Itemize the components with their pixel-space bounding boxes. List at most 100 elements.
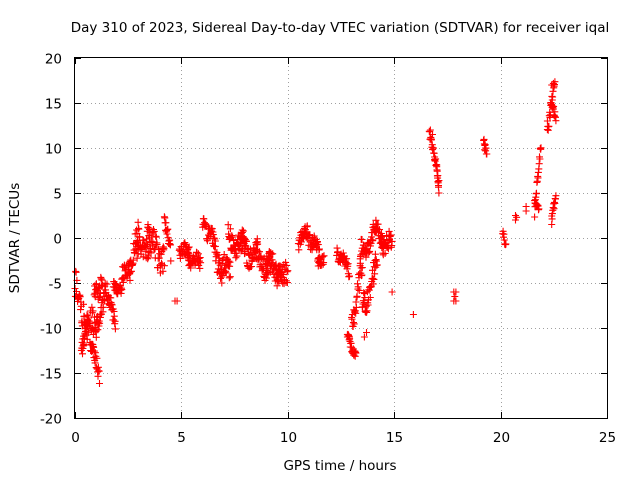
data-point (531, 213, 539, 221)
data-point (352, 303, 360, 311)
data-point (283, 268, 291, 276)
data-point (222, 267, 230, 275)
y-tick-label: 5 (53, 187, 62, 203)
data-point (222, 269, 230, 277)
grid (75, 58, 607, 418)
data-point (103, 280, 111, 288)
data-point (242, 237, 250, 245)
data-point (160, 244, 168, 252)
data-point (384, 245, 392, 253)
data-point (129, 256, 137, 264)
data-point (314, 241, 322, 248)
x-tick-label: 0 (71, 430, 80, 446)
data-point (320, 252, 328, 260)
data-point (353, 292, 361, 300)
data-point (279, 271, 287, 279)
data-point (111, 317, 119, 325)
data-point (233, 252, 241, 260)
data-points (71, 78, 560, 387)
data-point (243, 244, 251, 252)
data-point (311, 234, 319, 242)
data-point (92, 327, 100, 335)
data-point (140, 236, 148, 244)
data-point (135, 225, 143, 233)
data-point (533, 189, 540, 197)
data-point (228, 232, 236, 240)
data-point (100, 297, 108, 305)
data-point (136, 233, 144, 241)
y-tick-label: -10 (40, 322, 62, 338)
x-axis-label: GPS time / hours (283, 458, 396, 474)
data-point (216, 270, 224, 278)
data-point (387, 231, 395, 239)
data-point (86, 320, 94, 328)
data-point (229, 233, 237, 241)
data-point (481, 146, 489, 154)
data-point (95, 367, 103, 375)
data-point (369, 280, 377, 288)
data-point (363, 329, 370, 336)
data-point (339, 249, 347, 257)
x-tick-label: 25 (599, 430, 616, 446)
data-point (185, 243, 193, 251)
y-tick-label: 15 (45, 97, 62, 113)
data-point (373, 261, 381, 269)
x-tick-label: 10 (280, 430, 297, 446)
data-point (354, 283, 362, 291)
data-point (240, 227, 247, 235)
data-point (214, 251, 222, 259)
data-point (167, 257, 175, 265)
data-point (176, 254, 184, 262)
data-point (364, 249, 372, 257)
data-point (360, 289, 368, 297)
data-point (535, 160, 543, 168)
data-point (209, 231, 217, 239)
data-point (110, 312, 118, 320)
data-point (552, 192, 560, 200)
data-point (197, 259, 205, 267)
data-point (194, 250, 202, 258)
data-point (548, 221, 556, 228)
data-point (218, 256, 226, 264)
data-point (152, 232, 160, 240)
data-point (536, 155, 544, 163)
data-point (110, 316, 118, 324)
data-point (246, 245, 254, 253)
data-point (550, 205, 558, 213)
data-point (360, 333, 368, 341)
data-point (379, 251, 387, 259)
data-point (92, 333, 100, 341)
data-point (350, 320, 358, 328)
x-tick-label: 20 (493, 430, 510, 446)
data-point (72, 268, 80, 276)
data-point (159, 267, 167, 275)
data-point (343, 255, 351, 263)
data-point (76, 293, 84, 301)
data-point (315, 245, 323, 253)
data-point (552, 117, 560, 125)
data-point (221, 268, 229, 276)
data-point (90, 347, 98, 355)
data-point (433, 167, 441, 175)
data-point (363, 307, 371, 315)
data-point (268, 256, 276, 264)
y-tick-label: -15 (40, 367, 62, 383)
data-point (211, 242, 219, 250)
plot-frame (74, 57, 608, 419)
data-point (535, 205, 543, 213)
data-point (80, 312, 88, 320)
data-point (283, 279, 291, 287)
data-point (548, 81, 556, 89)
x-tick-label: 15 (386, 430, 403, 446)
data-point (358, 271, 366, 279)
data-point (371, 250, 379, 258)
data-point (369, 236, 377, 244)
data-point (537, 144, 545, 152)
data-point (428, 135, 435, 143)
y-tick-label: -5 (49, 277, 62, 293)
data-point (426, 126, 434, 134)
x-tick-label: 5 (177, 430, 186, 446)
data-point (269, 250, 277, 258)
data-point (388, 288, 396, 296)
